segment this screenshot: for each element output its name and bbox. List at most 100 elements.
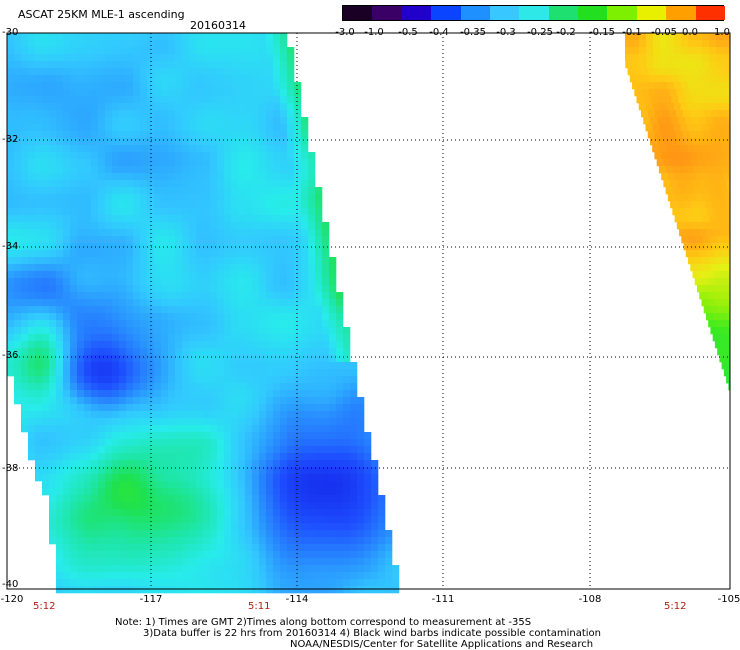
swath-cell bbox=[14, 124, 22, 132]
swath-cell bbox=[217, 40, 225, 48]
swath-cell bbox=[238, 229, 246, 237]
swath-cell bbox=[196, 446, 204, 454]
swath-cell bbox=[182, 460, 190, 468]
swath-cell bbox=[154, 103, 162, 111]
swath-cell bbox=[717, 327, 725, 335]
swath-cell bbox=[294, 124, 302, 132]
swath-cell bbox=[259, 509, 267, 517]
swath-cell bbox=[147, 313, 155, 321]
swath-cell bbox=[182, 390, 190, 398]
swath-cell bbox=[231, 173, 239, 181]
swath-cell bbox=[721, 341, 730, 349]
swath-cell bbox=[203, 544, 211, 552]
swath-cell bbox=[690, 222, 699, 230]
swath-cell bbox=[126, 439, 134, 447]
swath-cell bbox=[210, 131, 218, 139]
swath-cell bbox=[259, 418, 267, 426]
swath-cell bbox=[294, 201, 302, 209]
swath-cell bbox=[133, 502, 141, 510]
swath-cell bbox=[231, 54, 239, 62]
swath-cell bbox=[294, 215, 302, 223]
swath-cell bbox=[364, 572, 372, 580]
swath-cell bbox=[301, 432, 309, 440]
swath-cell bbox=[308, 173, 316, 181]
swath-cell bbox=[350, 467, 358, 475]
swath-cell bbox=[273, 446, 281, 454]
swath-cell bbox=[217, 355, 225, 363]
swath-cell bbox=[259, 187, 267, 195]
swath-cell bbox=[119, 103, 127, 111]
swath-cell bbox=[63, 271, 71, 279]
swath-cell bbox=[7, 145, 15, 153]
swath-cell bbox=[301, 341, 309, 349]
colorbar-tick-label: -0.1 bbox=[622, 27, 642, 38]
swath-cell bbox=[273, 271, 281, 279]
swath-cell bbox=[35, 89, 43, 97]
swath-cell bbox=[98, 47, 106, 55]
swath-cell bbox=[203, 334, 211, 342]
swath-cell bbox=[112, 376, 120, 384]
swath-cell bbox=[112, 551, 120, 559]
swath-cell bbox=[238, 75, 246, 83]
swath-cell bbox=[49, 369, 57, 377]
swath-cell bbox=[245, 404, 253, 412]
swath-cell bbox=[273, 299, 281, 307]
swath-cell bbox=[329, 383, 337, 391]
swath-cell bbox=[224, 180, 232, 188]
swath-cell bbox=[77, 306, 85, 314]
swath-cell bbox=[322, 558, 330, 566]
swath-cell bbox=[161, 369, 169, 377]
swath-cell bbox=[119, 376, 127, 384]
swath-cell bbox=[112, 530, 120, 538]
swath-cell bbox=[35, 355, 43, 363]
swath-cell bbox=[133, 124, 141, 132]
swath-cell bbox=[329, 327, 337, 335]
swath-cell bbox=[35, 467, 43, 475]
swath-cell bbox=[203, 320, 211, 328]
swath-cell bbox=[56, 509, 64, 517]
swath-cell bbox=[56, 54, 64, 62]
swath-cell bbox=[182, 425, 190, 433]
swath-cell bbox=[329, 334, 337, 342]
swath-cell bbox=[224, 194, 232, 202]
swath-cell bbox=[259, 61, 267, 69]
swath-cell bbox=[671, 96, 679, 104]
swath-cell bbox=[217, 537, 225, 545]
swath-cell bbox=[63, 75, 71, 83]
swath-cell bbox=[692, 250, 701, 258]
swath-cell bbox=[140, 355, 148, 363]
swath-cell bbox=[196, 75, 204, 83]
swath-cell bbox=[315, 271, 323, 279]
swath-cell bbox=[294, 530, 302, 538]
swath-cell bbox=[625, 47, 633, 55]
swath-cell bbox=[119, 166, 127, 174]
swath-cell bbox=[168, 229, 176, 237]
swath-cell bbox=[91, 579, 99, 587]
swath-cell bbox=[280, 201, 288, 209]
swath-cell bbox=[723, 236, 731, 244]
swath-cell bbox=[720, 271, 728, 279]
swath-cell bbox=[210, 313, 218, 321]
swath-cell bbox=[322, 390, 330, 398]
swath-cell bbox=[182, 530, 190, 538]
swath-cell bbox=[280, 187, 288, 195]
swath-cell bbox=[350, 425, 358, 433]
swath-cell bbox=[7, 82, 15, 90]
swath-cell bbox=[329, 376, 337, 384]
swath-cell bbox=[42, 264, 50, 272]
swath-cell bbox=[140, 432, 148, 440]
swath-cell bbox=[273, 544, 281, 552]
swath-cell bbox=[252, 201, 260, 209]
swath-cell bbox=[301, 222, 309, 230]
swath-cell bbox=[77, 530, 85, 538]
swath-cell bbox=[189, 446, 197, 454]
swath-cell bbox=[21, 201, 29, 209]
swath-cell bbox=[280, 320, 288, 328]
swath-cell bbox=[273, 537, 281, 545]
swath-cell bbox=[203, 208, 211, 216]
swath-cell bbox=[175, 411, 183, 419]
swath-cell bbox=[652, 124, 660, 132]
swath-cell bbox=[49, 481, 57, 489]
swath-cell bbox=[49, 208, 57, 216]
swath-cell bbox=[217, 180, 225, 188]
